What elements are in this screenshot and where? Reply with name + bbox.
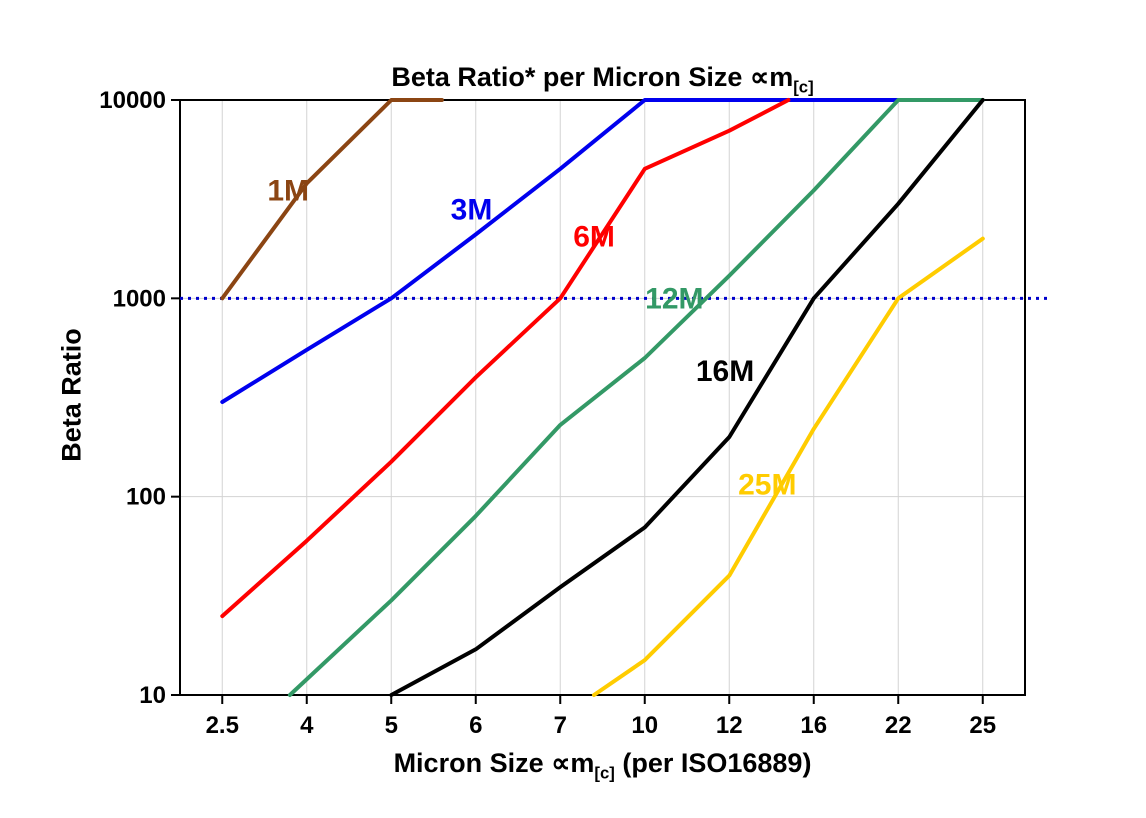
series-label-6M: 6M (573, 221, 615, 254)
x-tick-label-10: 10 (631, 712, 658, 739)
x-tick-label-5: 5 (385, 712, 398, 739)
series-label-1M: 1M (267, 174, 309, 207)
y-tick-label-1000: 1000 (113, 285, 166, 312)
series-line-3M (220, 98, 901, 404)
x-tick-label-22: 22 (885, 712, 912, 739)
series-line-6M (220, 98, 791, 619)
y-tick-label-10: 10 (139, 682, 166, 709)
series-line-12M (287, 98, 985, 697)
series-line-16M (389, 98, 985, 697)
x-axis-label: Micron Size ∝m[c] (per ISO16889) (180, 748, 1025, 783)
chart-title-subscript: [c] (793, 77, 814, 97)
series-line-25M (592, 236, 985, 697)
chart-title: Beta Ratio* per Micron Size ∝m[c] (180, 62, 1025, 97)
x-tick-label-25: 25 (969, 712, 996, 739)
x-axis-label-text: Micron Size ∝m (393, 748, 595, 778)
series-label-25M: 25M (738, 469, 796, 502)
chart-title-text: Beta Ratio* per Micron Size ∝m (391, 62, 794, 92)
x-axis-label-suffix: (per ISO16889) (614, 748, 812, 778)
x-tick-label-4: 4 (300, 712, 314, 739)
series-label-3M: 3M (451, 194, 493, 227)
plot-border (179, 99, 1026, 696)
series-line-1M (220, 98, 444, 301)
x-tick-label-2.5: 2.5 (206, 712, 239, 739)
series-label-12M: 12M (645, 282, 703, 315)
y-axis-label: Beta Ratio (56, 328, 87, 462)
x-tick-label-12: 12 (716, 712, 743, 739)
y-tick-label-100: 100 (126, 484, 166, 511)
x-tick-label-6: 6 (469, 712, 482, 739)
x-tick-label-7: 7 (554, 712, 567, 739)
x-tick-label-16: 16 (800, 712, 827, 739)
series-label-16M: 16M (696, 355, 754, 388)
y-tick-label-10000: 10000 (99, 87, 166, 114)
x-axis-label-subscript: [c] (594, 763, 615, 783)
